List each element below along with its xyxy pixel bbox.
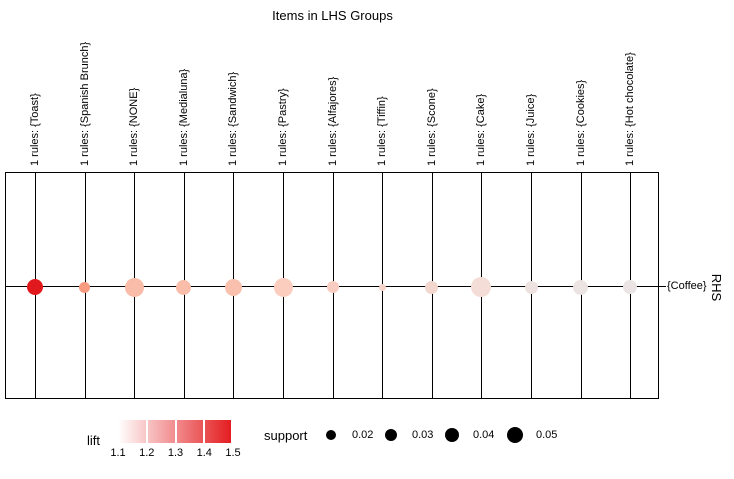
lift-legend-label: lift xyxy=(87,433,100,448)
support-legend-circle xyxy=(385,429,397,441)
lift-tick-label: 1.2 xyxy=(139,447,155,459)
lift-bar-tick xyxy=(174,420,177,443)
column-label: 1 rules: {Cake} xyxy=(475,93,488,166)
column-label: 1 rules: {Sandwich} xyxy=(227,71,240,166)
rule-bubble xyxy=(326,281,339,293)
rule-bubble xyxy=(79,281,91,293)
column-label: 1 rules: {Cookies} xyxy=(574,79,587,166)
column-label: 1 rules: {Juice} xyxy=(525,93,537,166)
lift-gradient-bar xyxy=(118,420,233,443)
support-legend-circle xyxy=(444,427,460,443)
rule-bubble xyxy=(27,279,43,295)
rule-bubble xyxy=(623,280,638,294)
lift-bar-tick xyxy=(145,420,148,443)
rhs-axis-label: RHS xyxy=(709,273,725,302)
support-legend-label: support xyxy=(264,428,308,443)
column-label: 1 rules: {NONE} xyxy=(128,87,141,166)
column-label: 1 rules: {Alfajores} xyxy=(326,76,339,166)
lift-tick-label: 1.1 xyxy=(110,447,126,459)
support-legend-value: 0.03 xyxy=(412,429,434,441)
column-label: 1 rules: {Hot chocolate} xyxy=(624,52,637,166)
rule-bubble xyxy=(471,277,492,297)
rule-bubble xyxy=(573,279,589,295)
rule-bubble xyxy=(124,277,144,297)
support-legend-circle xyxy=(326,430,336,440)
support-legend-circle xyxy=(507,427,523,443)
rule-bubble xyxy=(273,277,293,297)
plot-title: Items in LHS Groups xyxy=(272,8,393,23)
rhs-row-label: {Coffee} xyxy=(667,280,707,292)
lift-tick-label: 1.3 xyxy=(167,447,184,459)
column-label: 1 rules: {Medialuna} xyxy=(177,68,190,166)
lift-tick-label: 1.4 xyxy=(196,447,212,459)
rule-bubble xyxy=(224,278,242,296)
lift-bar-tick xyxy=(230,420,233,443)
rule-bubble xyxy=(524,280,538,294)
rule-bubble xyxy=(176,279,192,295)
column-label: 1 rules: {Pastry} xyxy=(277,88,289,166)
matrix-frame xyxy=(5,172,659,399)
rule-bubble xyxy=(425,280,439,294)
column-label: 1 rules: {Tiffin} xyxy=(376,96,389,166)
lift-tick-label: 1.5 xyxy=(225,447,241,459)
column-label: 1 rules: {Scone} xyxy=(425,88,438,166)
rule-bubble xyxy=(378,283,386,291)
column-label: 1 rules: {Toast} xyxy=(29,93,41,166)
support-legend-value: 0.02 xyxy=(352,429,374,441)
support-legend-value: 0.04 xyxy=(473,429,495,441)
support-legend-value: 0.05 xyxy=(536,429,558,441)
row-axis-tick xyxy=(659,286,666,287)
column-label: 1 rules: {Spanish Brunch} xyxy=(78,41,91,166)
lift-bar-tick xyxy=(203,420,206,443)
